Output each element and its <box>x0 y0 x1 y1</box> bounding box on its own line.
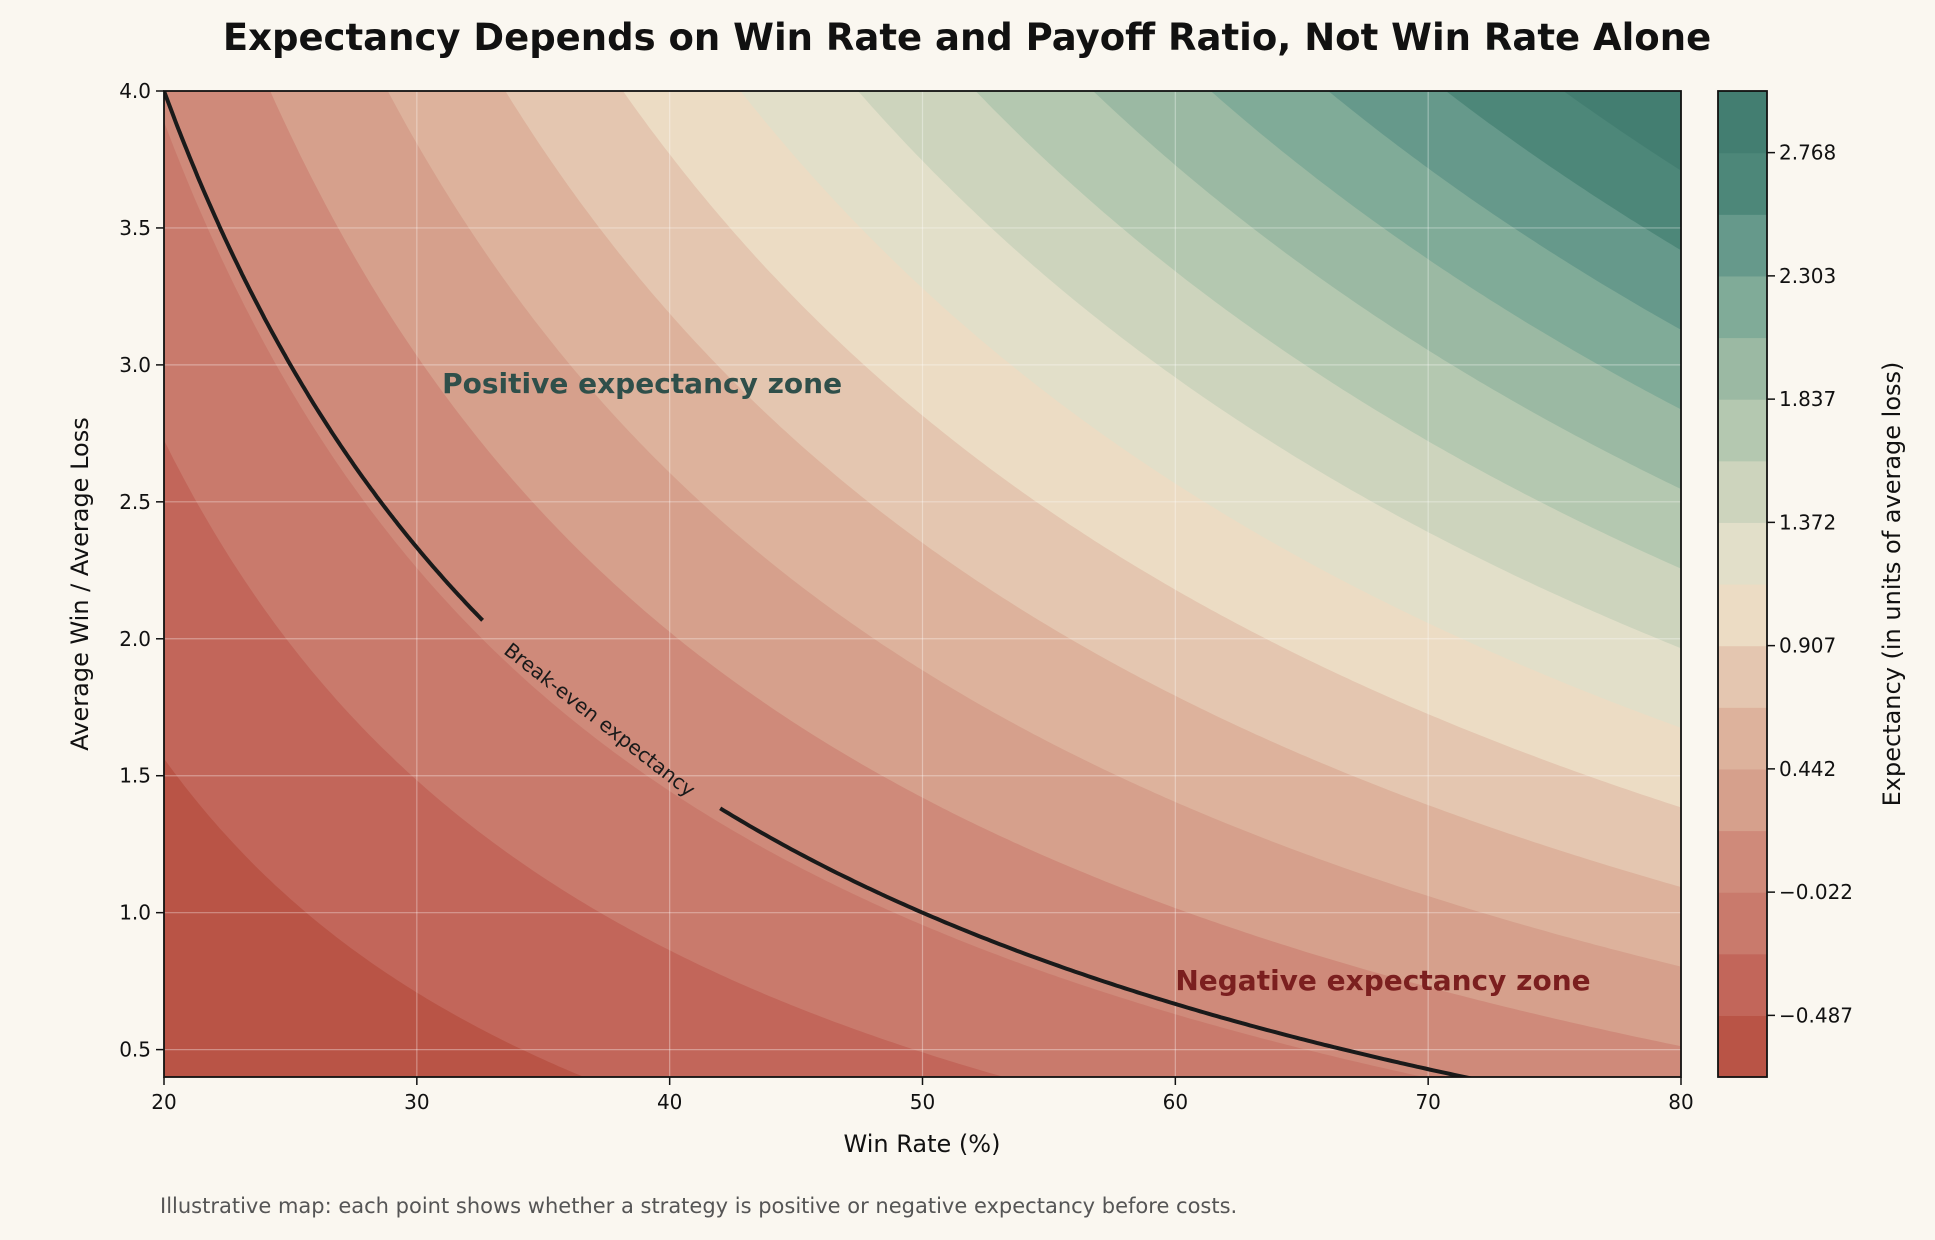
colorbar-label: Expectancy (in units of average loss) <box>1878 362 1906 807</box>
y-tick-label: 0.5 <box>119 1038 151 1062</box>
y-tick-label: 2.0 <box>119 627 151 651</box>
y-tick-label: 3.5 <box>119 216 151 240</box>
colorbar-swatch-8 <box>1718 522 1767 585</box>
colorbar-frame <box>1717 90 1768 1078</box>
y-axis-label: Average Win / Average Loss <box>66 417 94 750</box>
colorbar-swatch-14 <box>1718 152 1767 215</box>
colorbar-swatch-15 <box>1718 91 1767 154</box>
x-tick-label: 70 <box>1415 1090 1440 1114</box>
colorbar-swatch-6 <box>1718 645 1767 708</box>
colorbar-swatch-7 <box>1718 584 1767 647</box>
y-tick-label: 2.5 <box>119 490 151 514</box>
colorbar-swatch-13 <box>1718 214 1767 277</box>
colorbar-tick-label: 1.837 <box>1779 387 1836 411</box>
colorbar-swatch-5 <box>1718 707 1767 770</box>
colorbar-swatch-0 <box>1718 1015 1767 1078</box>
colorbar-tick-label: 2.768 <box>1779 141 1836 165</box>
colorbar-swatch-3 <box>1718 830 1767 893</box>
chart-title: Expectancy Depends on Win Rate and Payof… <box>223 16 1711 59</box>
y-tick-label: 1.5 <box>119 764 151 788</box>
y-tick-label: 1.0 <box>119 901 151 925</box>
colorbar-swatch-2 <box>1718 892 1767 955</box>
x-tick-label: 30 <box>404 1090 429 1114</box>
x-axis-ticks: 20 30 40 50 60 70 80 <box>151 1077 1694 1114</box>
colorbar-swatch-1 <box>1718 953 1767 1016</box>
colorbar: −0.487 −0.022 0.442 0.907 1.372 1.837 2.303 2.7… <box>1717 90 1853 1078</box>
break-even-line <box>164 91 485 622</box>
colorbar-tick-label: 0.442 <box>1779 757 1836 781</box>
colorbar-swatch-4 <box>1718 768 1767 832</box>
positive-zone-label: Positive expectancy zone <box>442 367 842 400</box>
y-tick-label: 3.0 <box>119 353 151 377</box>
colorbar-swatch-11 <box>1718 337 1767 400</box>
break-even-group <box>164 91 1474 1077</box>
colorbar-swatch-10 <box>1718 399 1767 462</box>
colorbar-tick-label: 1.372 <box>1779 510 1836 534</box>
x-tick-label: 80 <box>1668 1090 1693 1114</box>
negative-zone-label: Negative expectancy zone <box>1175 964 1590 997</box>
colorbar-tick-label: −0.022 <box>1779 880 1853 904</box>
x-axis-label: Win Rate (%) <box>844 1130 1001 1158</box>
x-tick-label: 50 <box>910 1090 935 1114</box>
contour-band-15 <box>1563 91 1681 171</box>
x-tick-label: 40 <box>657 1090 682 1114</box>
x-tick-label: 20 <box>151 1090 176 1114</box>
colorbar-swatch-9 <box>1718 460 1767 523</box>
colorbar-tick-label: −0.487 <box>1779 1003 1853 1027</box>
x-tick-label: 60 <box>1163 1090 1188 1114</box>
break-even-line <box>719 806 1474 1077</box>
colorbar-tick-label: 2.303 <box>1779 264 1836 288</box>
colorbar-swatch-12 <box>1718 275 1767 339</box>
colorbar-tick-label: 0.907 <box>1779 634 1836 658</box>
footnote: Illustrative map: each point shows wheth… <box>160 1194 1237 1218</box>
y-tick-label: 4.0 <box>119 79 151 103</box>
contour-bands <box>164 91 1681 1077</box>
y-axis-ticks: 0.5 1.0 1.5 2.0 2.5 3.0 3.5 4.0 <box>119 79 164 1062</box>
